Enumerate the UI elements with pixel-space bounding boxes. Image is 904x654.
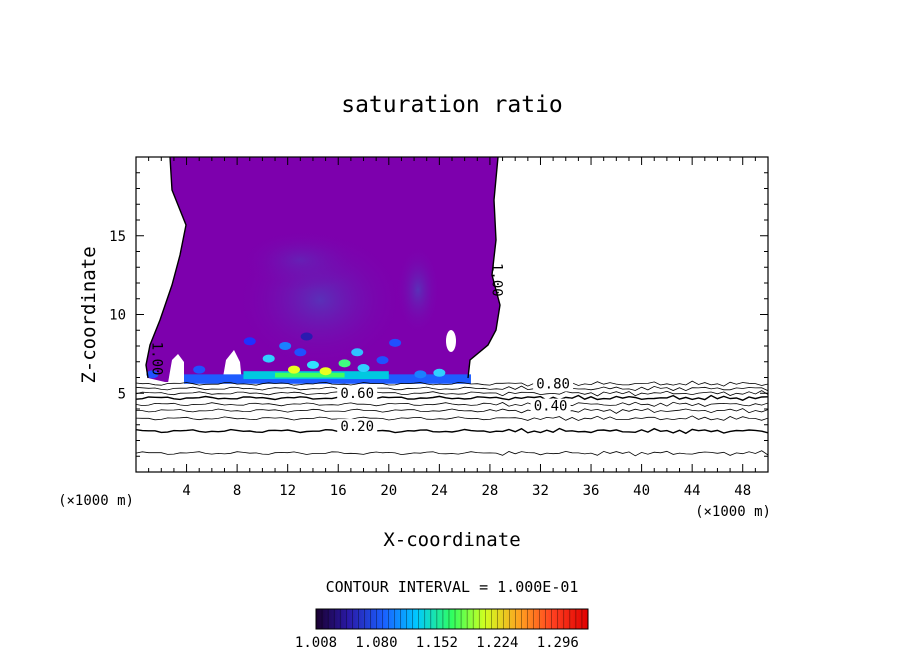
colorbar-tick-labels: 1.008 1.080 1.152 1.224 1.296 (295, 635, 579, 651)
contour-line (136, 401, 768, 407)
band-spot (300, 332, 313, 341)
y-tick-label: 15 (109, 229, 126, 245)
x-tick-label: 4 (182, 483, 190, 499)
band-spot (357, 364, 370, 373)
x-tick-label: 48 (734, 483, 751, 499)
x-unit-left: (×1000 m) (58, 493, 134, 509)
colorbar-tick-label: 1.224 (476, 635, 518, 651)
contour-label-background (533, 376, 574, 392)
x-tick-label: 20 (380, 483, 397, 499)
colorbar-tick-label: 1.080 (355, 635, 397, 651)
contour-label: 1.00 (148, 342, 164, 376)
contour-line (136, 415, 768, 421)
contour-label: 0.40 (534, 399, 568, 415)
x-tick-label: 8 (233, 483, 241, 499)
colorbar-frame (315, 608, 589, 630)
contour-line (136, 390, 768, 397)
x-tick-label: 12 (279, 483, 296, 499)
contour-line (136, 427, 768, 435)
clear-hole-right (446, 330, 456, 352)
inner-structure-right (396, 245, 440, 335)
contour-line-saturation-boundary-left (145, 157, 187, 379)
x-tick-label: 36 (583, 483, 600, 499)
contour-line-saturation-boundary (467, 157, 501, 379)
band-spot (351, 348, 364, 357)
contour-label: 0.80 (536, 377, 570, 393)
contour-labels: 0.20 0.40 0.60 0.80 1.00 1.00 (148, 263, 574, 435)
x-axis-label: X-coordinate (383, 529, 520, 551)
colorbar: 1.008 1.080 1.152 1.224 1.296 (295, 608, 589, 651)
x-axis-ticks: 4 8 12 16 20 24 28 32 36 40 44 48 (148, 157, 756, 499)
contour-line (136, 380, 768, 387)
band-spot (338, 359, 351, 368)
x-tick-label: 24 (431, 483, 448, 499)
band-spot (288, 365, 300, 374)
inner-structure-upper (240, 230, 360, 290)
band-spot (389, 338, 402, 347)
contour-line (136, 385, 768, 392)
x-tick-label: 40 (633, 483, 650, 499)
colorbar-tick-label: 1.296 (537, 635, 579, 651)
band-spot (414, 370, 427, 379)
chart-title: saturation ratio (341, 92, 563, 118)
band-spot (146, 370, 159, 379)
band-spot (376, 356, 389, 365)
contour-line (136, 408, 768, 414)
y-axis-label: Z-coordinate (78, 246, 100, 383)
contour-label-background (337, 385, 378, 401)
y-tick-label: 10 (109, 308, 126, 324)
contour-line (136, 450, 768, 457)
contour-label: 0.20 (340, 419, 374, 435)
colorbar-fill (316, 609, 588, 629)
band-spot (433, 368, 446, 377)
band-spot (262, 354, 275, 363)
colorbar-divisions (321, 609, 583, 629)
plot-area (136, 157, 768, 457)
band-core (275, 372, 345, 378)
cloud-base-band (146, 332, 471, 384)
colorbar-tick-label: 1.008 (295, 635, 337, 651)
x-tick-label: 44 (684, 483, 701, 499)
x-unit-right: (×1000 m) (695, 504, 771, 520)
x-tick-label: 28 (481, 483, 498, 499)
x-tick-label: 32 (532, 483, 549, 499)
y-tick-label: 5 (118, 386, 126, 402)
contour-interval: CONTOUR INTERVAL = 1.000E-01 (326, 578, 579, 596)
band-spot (279, 342, 292, 350)
contour-label: 0.60 (340, 386, 374, 402)
band-spot (306, 360, 319, 369)
y-axis-ticks: 5 10 15 (109, 172, 768, 457)
contour-label-background (337, 419, 378, 435)
band-spot (319, 367, 332, 376)
contour-label: 1.00 (488, 263, 504, 297)
contour-line (136, 394, 768, 401)
contour-lines (136, 157, 768, 457)
colorbar-tick-label: 1.152 (416, 635, 458, 651)
band-spot (294, 348, 307, 357)
band-spot (193, 365, 206, 374)
clear-gap-left (168, 354, 184, 383)
x-tick-label: 16 (330, 483, 347, 499)
contour-label-background (530, 398, 571, 414)
band-spot (243, 337, 256, 346)
